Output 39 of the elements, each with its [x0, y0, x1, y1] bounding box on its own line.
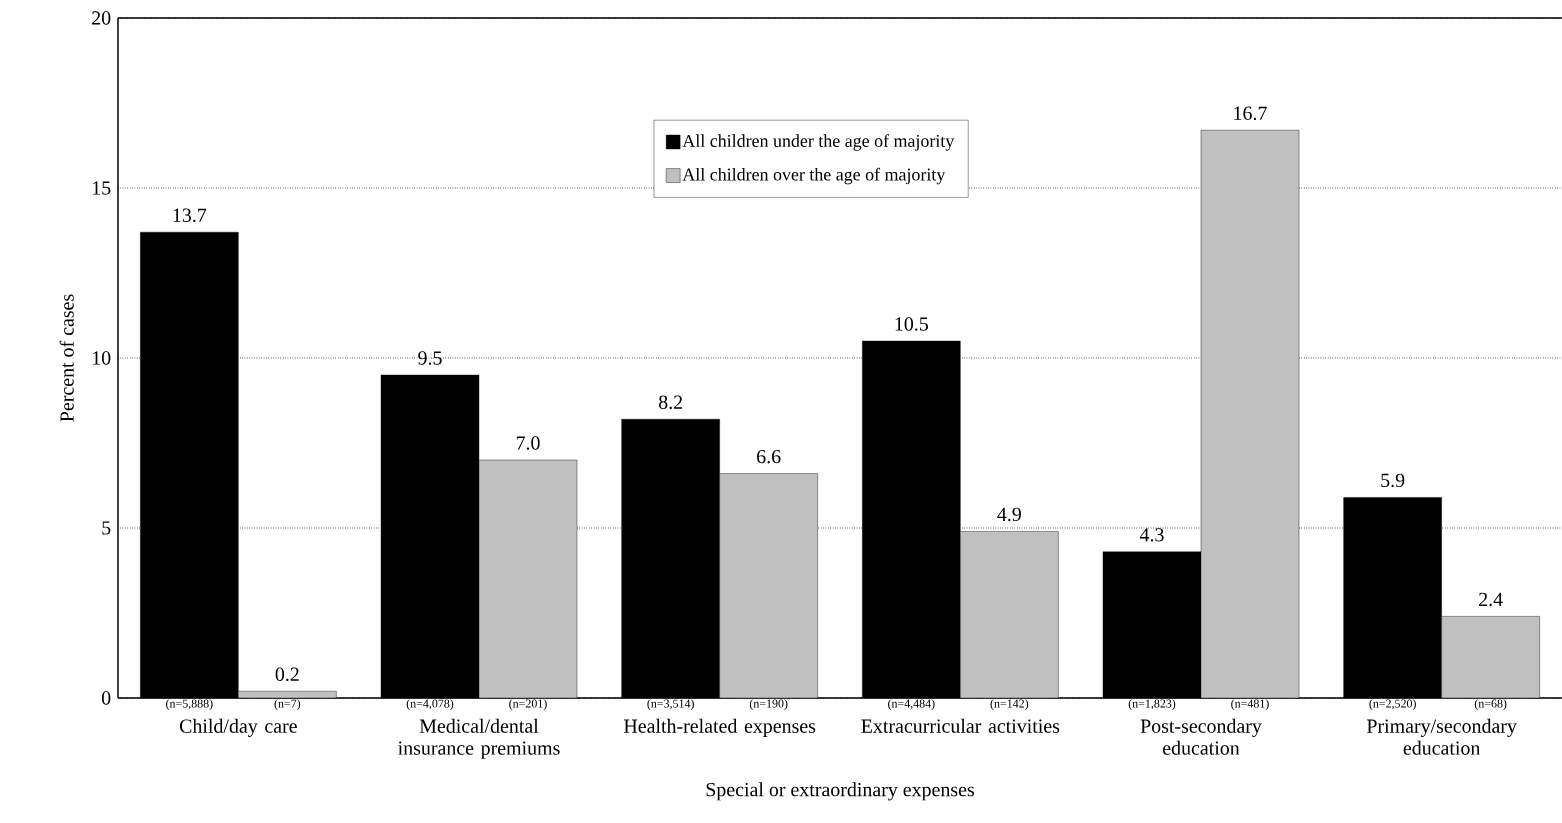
text: (n=2,520) — [1369, 699, 1416, 711]
text: (n=201) — [509, 699, 547, 711]
y-tick-label: 5 — [102, 521, 111, 535]
data-label: 4.3 — [1139, 528, 1164, 542]
text: (n=1,823) — [1128, 699, 1176, 711]
data-label: 4.9 — [997, 507, 1021, 522]
x-tick-label: Health-related expenses — [623, 718, 816, 737]
legend-label: All children under the age of majority — [682, 134, 955, 151]
x-tick-label: Medical/dental insurance premiums — [398, 718, 560, 759]
data-label: 0.2 — [275, 667, 299, 681]
data-label: 10.5 — [895, 317, 928, 331]
x-tick-label: Extracurricular activities — [861, 718, 1060, 733]
data-label: 13.7 — [173, 208, 207, 222]
text: (n=4,484) — [888, 699, 935, 711]
y-tick-label: 20 — [92, 11, 111, 25]
data-label: 8.2 — [658, 395, 683, 409]
x-tick-label: Primary/secondary education — [1366, 718, 1517, 755]
text: (n=3,514) — [647, 699, 694, 711]
data-label: 5.9 — [1381, 473, 1405, 488]
x-axis-title: Special or extraordinary expenses — [706, 782, 974, 801]
data-label: 7.0 — [516, 436, 540, 450]
data-label: 16.7 — [1234, 106, 1267, 120]
text: (n=5,888) — [166, 699, 213, 711]
text: (n=142) — [990, 699, 1029, 711]
x-tick-label: Post-secondary education — [1140, 718, 1262, 755]
text: (n=7) — [274, 699, 301, 711]
y-tick-label: 0 — [101, 691, 111, 705]
text: (n=190) — [749, 699, 788, 711]
text: (n=481) — [1231, 699, 1269, 711]
y-axis-title: Percent of cases — [59, 294, 74, 422]
data-label: 2.4 — [1479, 592, 1503, 607]
data-label: 6.6 — [757, 449, 781, 464]
text: (n=68) — [1474, 699, 1507, 711]
y-tick-label: 10 — [92, 351, 111, 365]
legend-label: All children over the age of majority — [682, 167, 946, 185]
data-label: 9.5 — [418, 351, 442, 365]
x-tick-label: Child/day care — [179, 718, 297, 737]
y-tick-label: 15 — [92, 181, 111, 195]
text: (n=4,078) — [406, 699, 454, 711]
